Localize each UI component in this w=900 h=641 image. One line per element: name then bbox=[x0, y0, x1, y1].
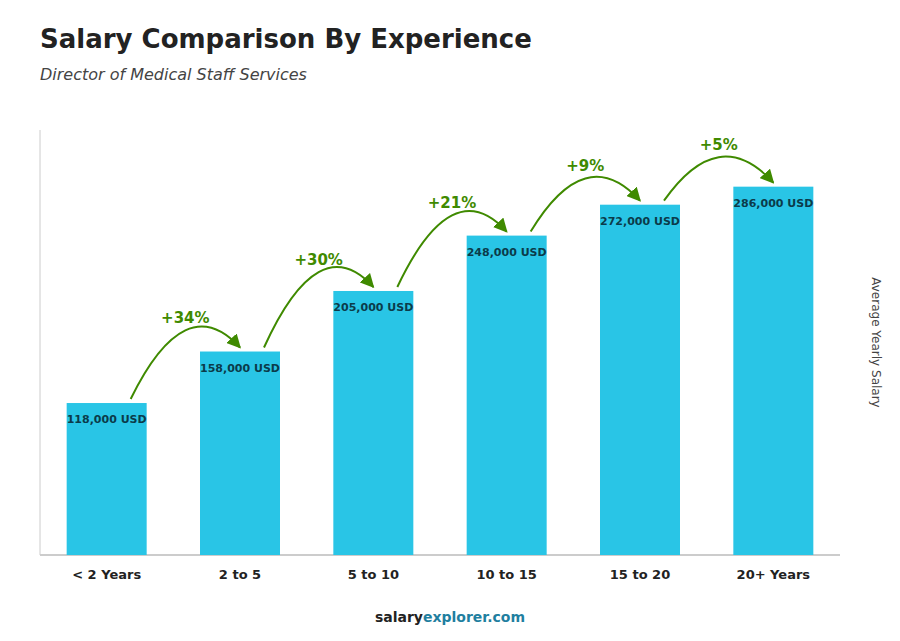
subtitle: Director of Medical Staff Services bbox=[40, 65, 307, 84]
footer-part: explorer.com bbox=[423, 609, 525, 625]
footer: salaryexplorer.com bbox=[375, 609, 525, 625]
change-label: +9% bbox=[566, 157, 604, 175]
bars bbox=[67, 187, 814, 555]
title: Salary Comparison By Experience bbox=[40, 24, 532, 54]
category-label: 5 to 10 bbox=[348, 567, 399, 582]
change-label: +21% bbox=[428, 194, 476, 212]
category-label: 10 to 15 bbox=[476, 567, 536, 582]
bar bbox=[200, 352, 280, 555]
category-label: < 2 Years bbox=[72, 567, 141, 582]
chart: Salary Comparison By Experience Director … bbox=[0, 0, 900, 641]
data-label: 272,000 USD bbox=[600, 215, 680, 228]
data-label: 158,000 USD bbox=[200, 362, 280, 375]
bar bbox=[67, 403, 147, 555]
bar bbox=[333, 291, 413, 555]
data-label: 205,000 USD bbox=[333, 301, 413, 314]
bar bbox=[733, 187, 813, 555]
y-axis-label: Average Yearly Salary bbox=[869, 277, 883, 407]
change-label: +34% bbox=[161, 309, 209, 327]
change-arrow bbox=[664, 157, 773, 201]
footer-part: salary bbox=[375, 609, 423, 625]
change-arrow bbox=[264, 267, 373, 347]
change-label: +5% bbox=[700, 136, 738, 154]
data-label: 248,000 USD bbox=[467, 246, 547, 259]
y-axis-line bbox=[40, 130, 41, 555]
x-axis-line bbox=[40, 555, 840, 556]
data-label: 286,000 USD bbox=[733, 197, 813, 210]
change-arrow bbox=[531, 177, 640, 232]
bar bbox=[467, 236, 547, 555]
change-label: +30% bbox=[294, 251, 342, 269]
change-arrow bbox=[131, 327, 240, 400]
category-label: 15 to 20 bbox=[610, 567, 670, 582]
data-label: 118,000 USD bbox=[67, 413, 147, 426]
category-label: 20+ Years bbox=[737, 567, 811, 582]
category-label: 2 to 5 bbox=[219, 567, 261, 582]
change-arrow bbox=[397, 211, 506, 287]
bar bbox=[600, 205, 680, 555]
